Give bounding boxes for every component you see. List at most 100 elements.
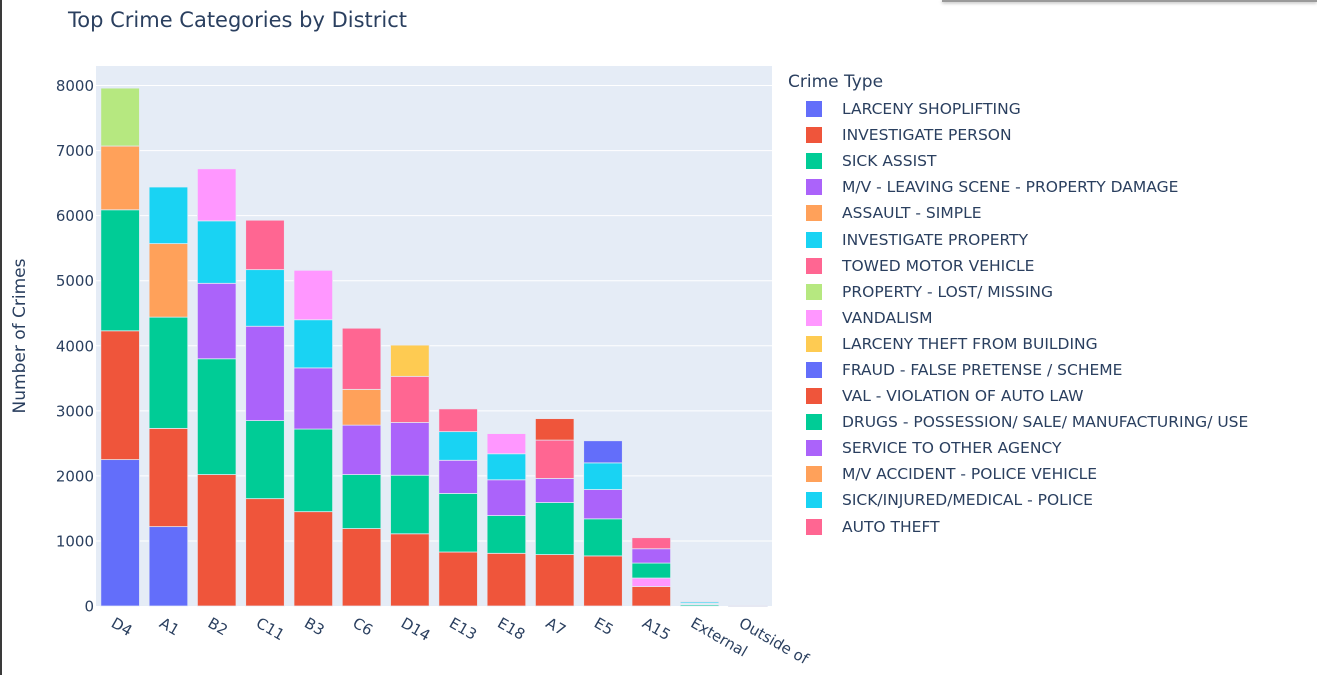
legend-label: VANDALISM [842, 308, 933, 327]
bar-segment-a1-2[interactable] [148, 316, 189, 429]
legend-item[interactable]: FRAUD - FALSE PRETENSE / SCHEME [788, 357, 1248, 383]
bar-segment-d14-6[interactable] [390, 375, 430, 423]
bar-segment-e5-5[interactable] [583, 462, 623, 490]
bar-segment-c11-1[interactable] [245, 498, 285, 607]
bar-segment-e13-3[interactable] [438, 459, 478, 494]
bar-segment-a15-13[interactable] [631, 548, 672, 564]
x-tick-label: A15 [639, 614, 673, 644]
legend-swatch-icon [806, 153, 822, 170]
bar-segment-b3-2[interactable] [293, 428, 334, 513]
legend-swatch-icon [806, 440, 822, 457]
bar-segment-c6-1[interactable] [341, 528, 382, 607]
bar-segment-a15-12[interactable] [631, 562, 672, 579]
legend-label: SICK ASSIST [842, 152, 937, 171]
legend-label: SICK/INJURED/MEDICAL - POLICE [842, 491, 1093, 510]
legend-swatch-icon [806, 231, 822, 248]
bar-segment-a15-16[interactable] [631, 537, 672, 550]
bar-segment-outside-of-16[interactable] [728, 605, 768, 607]
bar-segment-b2-3[interactable] [196, 282, 237, 360]
legend-item[interactable]: SICK/INJURED/MEDICAL - POLICE [788, 487, 1248, 513]
legend-item[interactable]: LARCENY SHOPLIFTING [788, 96, 1248, 122]
legend-swatch-icon [806, 309, 822, 326]
bar-segment-e18-5[interactable] [486, 453, 527, 481]
bar-segment-a1-4[interactable] [148, 243, 189, 318]
legend-item[interactable]: VANDALISM [788, 305, 1248, 331]
bar-segment-d4-1[interactable] [100, 330, 140, 461]
legend-items: LARCENY SHOPLIFTING INVESTIGATE PERSON SIC… [788, 96, 1248, 540]
bar-segment-e13-5[interactable] [438, 431, 478, 461]
x-tick-label: E18 [494, 614, 528, 644]
bar-segment-d4-0[interactable] [100, 459, 140, 607]
bar-segment-a15-1[interactable] [631, 586, 672, 607]
legend-item[interactable]: INVESTIGATE PROPERTY [788, 226, 1248, 252]
bar-segment-b3-1[interactable] [293, 511, 334, 607]
bar-segment-d4-2[interactable] [100, 209, 140, 332]
x-tick-label: A7 [543, 614, 569, 639]
bar-segment-c6-3[interactable] [341, 424, 382, 475]
y-tick-label: 4000 [56, 337, 94, 355]
bar-segment-b2-2[interactable] [196, 358, 237, 475]
bar-segment-e18-8[interactable] [486, 433, 527, 455]
bar-segment-e13-6[interactable] [438, 408, 478, 433]
bar-segment-c11-5[interactable] [245, 269, 285, 327]
bar-segment-b2-8[interactable] [196, 168, 237, 222]
bar-segment-e18-1[interactable] [486, 552, 527, 607]
bar-segment-external-16[interactable] [679, 601, 720, 603]
bar-segment-e13-1[interactable] [438, 551, 478, 607]
bar-segment-e5-3[interactable] [583, 489, 623, 520]
bar-segment-b2-1[interactable] [196, 474, 237, 607]
bar-segment-e5-1[interactable] [583, 555, 623, 607]
bar-segment-a7-6[interactable] [535, 439, 575, 479]
bar-segment-d4-4[interactable] [100, 145, 140, 211]
bar-segment-d4-7[interactable] [100, 87, 140, 147]
bar-segment-e18-2[interactable] [486, 515, 527, 554]
bar-segment-d14-1[interactable] [390, 533, 430, 607]
bar-segment-b2-5[interactable] [196, 220, 237, 284]
legend-swatch-icon [806, 388, 822, 405]
legend-item[interactable]: AUTO THEFT [788, 514, 1248, 540]
legend-item[interactable]: M/V ACCIDENT - POLICE VEHICLE [788, 461, 1248, 487]
bar-segment-a7-11[interactable] [535, 418, 575, 441]
bar-segment-c11-3[interactable] [245, 325, 285, 421]
bar-segment-c11-6[interactable] [245, 219, 285, 271]
bar-segment-a1-5[interactable] [148, 186, 189, 245]
bar-segment-e13-2[interactable] [438, 493, 478, 553]
bar-segment-b3-8[interactable] [293, 269, 334, 321]
legend-item[interactable]: ASSAULT - SIMPLE [788, 200, 1248, 226]
x-tick-label: C11 [253, 614, 288, 644]
bar-segment-a7-1[interactable] [535, 554, 575, 607]
bar-segment-c6-4[interactable] [341, 388, 382, 426]
bar-segment-d14-3[interactable] [390, 422, 430, 476]
legend-item[interactable]: SERVICE TO OTHER AGENCY [788, 435, 1248, 461]
legend-item[interactable]: M/V - LEAVING SCENE - PROPERTY DAMAGE [788, 174, 1248, 200]
legend-item[interactable]: PROPERTY - LOST/ MISSING [788, 279, 1248, 305]
legend-item[interactable]: SICK ASSIST [788, 148, 1248, 174]
legend-item[interactable]: TOWED MOTOR VEHICLE [788, 253, 1248, 279]
bar-segment-d14-2[interactable] [390, 474, 430, 535]
y-axis-ticks: 0 1000 2000 3000 4000 5000 6000 7000 8000 [56, 77, 94, 615]
legend-label: AUTO THEFT [842, 517, 940, 536]
bar-segment-c11-2[interactable] [245, 420, 285, 500]
legend-label: ASSAULT - SIMPLE [842, 204, 982, 223]
legend-item[interactable]: VAL - VIOLATION OF AUTO LAW [788, 383, 1248, 409]
bar-segment-a15-8[interactable] [631, 577, 672, 587]
bar-segment-a1-0[interactable] [148, 526, 189, 607]
bar-segment-a7-3[interactable] [535, 478, 575, 503]
bar-segment-c6-6[interactable] [341, 327, 382, 390]
bar-segment-e5-2[interactable] [583, 518, 623, 557]
bar-segment-b3-5[interactable] [293, 319, 334, 369]
bar-segment-a1-1[interactable] [148, 427, 189, 528]
bar-segment-a7-2[interactable] [535, 502, 575, 556]
bar-segment-c6-2[interactable] [341, 474, 382, 529]
bar-segment-b3-3[interactable] [293, 367, 334, 430]
bar-segment-e5-10[interactable] [583, 440, 623, 464]
legend-item[interactable]: DRUGS - POSSESSION/ SALE/ MANUFACTURING/… [788, 409, 1248, 435]
bar-segment-d14-9[interactable] [390, 344, 430, 377]
x-tick-label: D14 [398, 614, 434, 645]
legend-swatch-icon [806, 492, 822, 509]
legend-item[interactable]: INVESTIGATE PERSON [788, 122, 1248, 148]
legend-swatch-icon [806, 335, 822, 352]
legend-item[interactable]: LARCENY THEFT FROM BUILDING [788, 331, 1248, 357]
bar-segment-e18-3[interactable] [486, 479, 527, 516]
